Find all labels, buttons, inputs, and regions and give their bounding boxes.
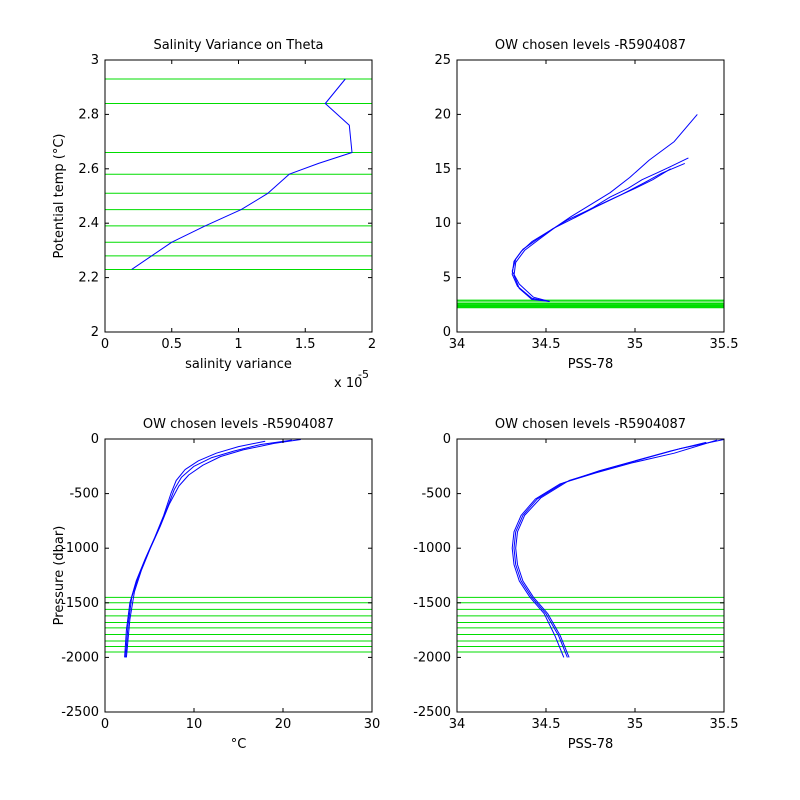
- y-tick-label: 3: [91, 53, 99, 68]
- y-tick-label: -1500: [61, 596, 99, 611]
- series-group: [511, 439, 724, 658]
- chart-4: 34 34.5 35 35.5 -2500 -2000 -1500 -1000 -500 0 OW …: [413, 417, 738, 752]
- series-line: [124, 440, 266, 658]
- x-axis-label: °C: [231, 737, 247, 752]
- chart-title: OW chosen levels -R5904087: [495, 417, 686, 432]
- chart-title: OW chosen levels -R5904087: [495, 38, 686, 53]
- x-tick-label: 35: [627, 717, 644, 732]
- y-tick-label: 5: [443, 271, 451, 286]
- x-tick-label: 35.5: [710, 337, 739, 352]
- x-tick-label: 0.5: [161, 337, 182, 352]
- chart-3: 0 10 20 30 -2500 -2000 -1500 -1000 -500 0 OW chose…: [52, 417, 380, 752]
- x-exponent-power: -5: [358, 368, 369, 381]
- axes-frame: [104, 438, 373, 713]
- axes-frame: [104, 59, 373, 333]
- x-tick-label: 34: [449, 717, 466, 732]
- y-tick-label: 2.6: [78, 162, 99, 177]
- chart-title: Salinity Variance on Theta: [153, 38, 323, 53]
- y-tick-label: -2000: [61, 650, 99, 665]
- x-axis-label: PSS-78: [568, 737, 614, 752]
- x-tick-label: 1.5: [295, 337, 316, 352]
- x-axis-label: salinity variance: [185, 357, 292, 372]
- y-tick-label: -500: [69, 487, 99, 502]
- x-tick-label: 0: [101, 717, 109, 732]
- y-tick-label: 0: [91, 432, 99, 447]
- series-line: [574, 157, 689, 219]
- level-lines: [457, 596, 724, 653]
- y-tick-label: 2.4: [78, 216, 99, 231]
- y-tick-label: 15: [434, 162, 451, 177]
- y-axis-label: Potential temp (°C): [52, 134, 67, 259]
- x-tick-label: 1: [234, 337, 242, 352]
- y-tick-label: 2.8: [78, 107, 99, 122]
- x-tick-label: 20: [275, 717, 292, 732]
- y-tick-label: 2.2: [78, 271, 99, 286]
- x-tick-label: 35: [627, 337, 644, 352]
- series-group: [511, 114, 698, 302]
- x-tick-label: 35.5: [710, 717, 739, 732]
- series-line: [515, 439, 724, 658]
- x-tick-label: 34.5: [532, 717, 561, 732]
- y-tick-label: 10: [434, 216, 451, 231]
- series-line: [511, 168, 671, 302]
- x-tick-label: 34.5: [532, 337, 561, 352]
- x-tick-label: 10: [186, 717, 203, 732]
- y-tick-label: 0: [443, 432, 451, 447]
- level-lines: [105, 78, 372, 270]
- chart-1: 0 0.5 1 1.5 2 2 2.2 2.4 2.6 2.8 3 Salinity Variance…: [52, 38, 376, 391]
- y-tick-label: 20: [434, 107, 451, 122]
- series-line: [125, 439, 301, 658]
- x-tick-label: 0: [101, 337, 109, 352]
- x-tick-label: 30: [364, 717, 381, 732]
- y-tick-label: -2000: [413, 650, 451, 665]
- series-line: [511, 439, 718, 658]
- series-group: [131, 78, 353, 270]
- x-axis-label: PSS-78: [568, 357, 614, 372]
- x-exponent-label: x 10: [334, 376, 362, 391]
- y-tick-label: -1000: [61, 541, 99, 556]
- y-tick-label: 2: [91, 325, 99, 340]
- series-line: [511, 162, 685, 302]
- y-tick-label: -2500: [413, 705, 451, 720]
- y-tick-label: 25: [434, 53, 451, 68]
- y-tick-label: -500: [421, 487, 451, 502]
- x-tick-label: 34: [449, 337, 466, 352]
- y-tick-label: -1000: [413, 541, 451, 556]
- level-lines: [105, 596, 372, 653]
- series-line: [125, 439, 292, 658]
- y-tick-label: -1500: [413, 596, 451, 611]
- axes-frame: [456, 438, 725, 713]
- axes-frame: [456, 59, 725, 333]
- series-line: [513, 114, 698, 302]
- y-axis-label: Pressure (dbar): [52, 526, 67, 626]
- series-group: [124, 439, 301, 658]
- series-line: [513, 441, 707, 658]
- y-tick-label: 0: [443, 325, 451, 340]
- level-lines: [457, 299, 724, 309]
- x-tick-label: 2: [368, 337, 376, 352]
- chart-2: 34 34.5 35 35.5 0 5 10 15 20 25 OW chosen levels -…: [434, 38, 738, 372]
- chart-title: OW chosen levels -R5904087: [143, 417, 334, 432]
- y-tick-label: -2500: [61, 705, 99, 720]
- series-line: [131, 78, 353, 270]
